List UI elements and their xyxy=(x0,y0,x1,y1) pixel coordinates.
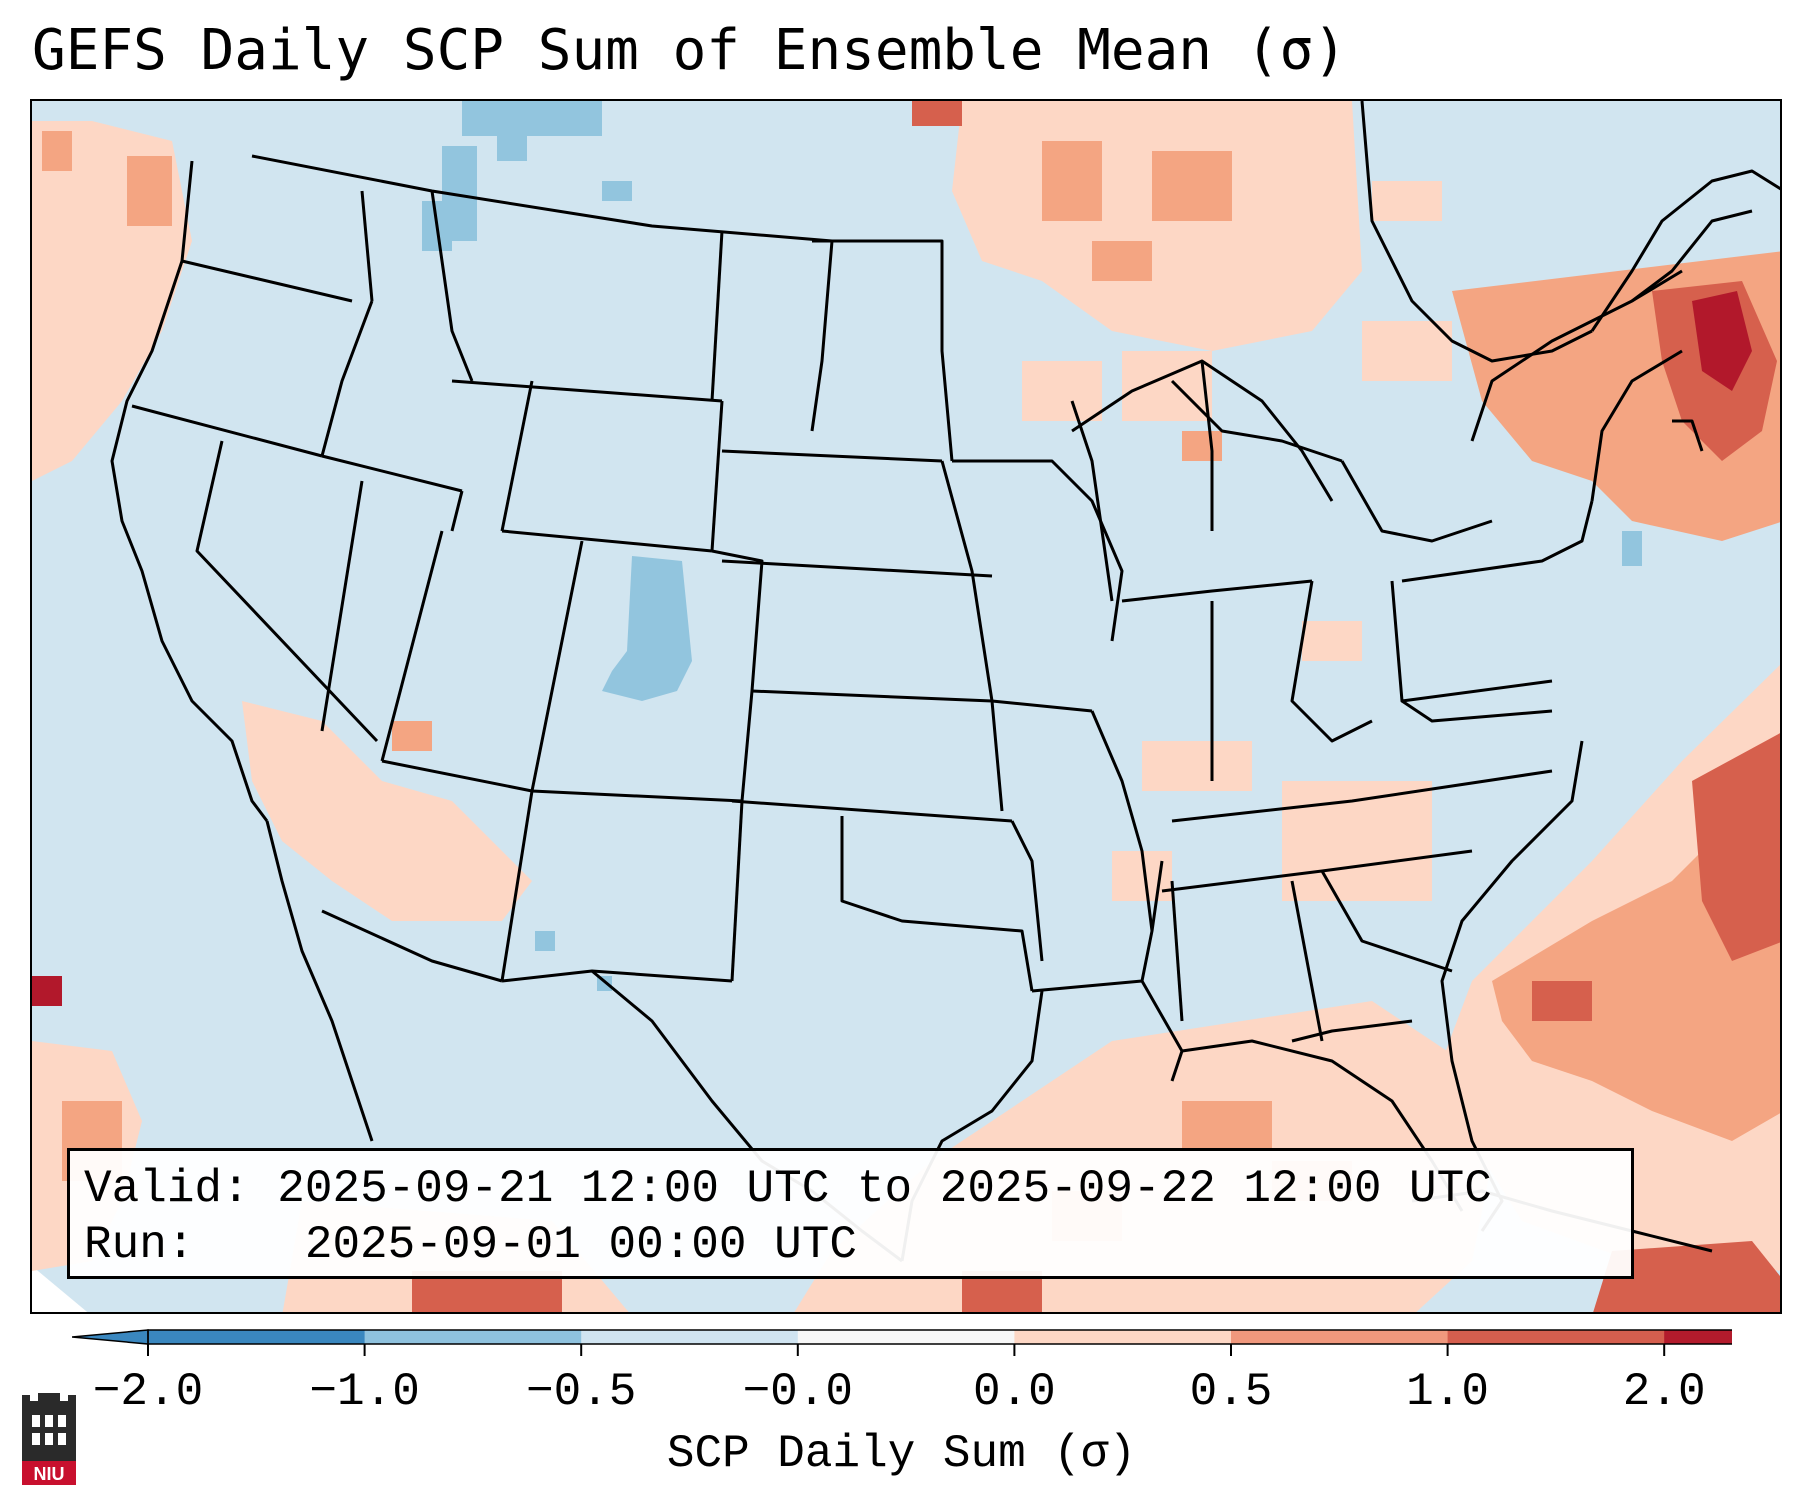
valid-label: Valid: xyxy=(84,1163,250,1215)
colorbar-tick-label: 0.5 xyxy=(1189,1366,1273,1418)
colorbar-segment xyxy=(581,1330,799,1344)
colorbar xyxy=(72,1329,1732,1356)
colorbar-tick-label: 2.0 xyxy=(1622,1366,1706,1418)
colorbar-tick-label: −1.0 xyxy=(309,1366,420,1418)
colorbar-segment xyxy=(1014,1330,1232,1344)
run-line: Run: 2025-09-01 00:00 UTC xyxy=(84,1217,1617,1273)
logo-text: NIU xyxy=(34,1464,65,1484)
colorbar-segment xyxy=(1447,1330,1665,1344)
colorbar-segment xyxy=(1231,1330,1449,1344)
valid-line: Valid: 2025-09-21 12:00 UTC to 2025-09-2… xyxy=(84,1161,1617,1217)
colorbar-label: SCP Daily Sum (σ) xyxy=(666,1428,1137,1480)
valid-run-info-box: Valid: 2025-09-21 12:00 UTC to 2025-09-2… xyxy=(67,1148,1634,1279)
colorbar-tick-label: 1.0 xyxy=(1406,1366,1489,1418)
chart-title: GEFS Daily SCP Sum of Ensemble Mean (σ) xyxy=(32,18,1347,83)
map-panel xyxy=(30,99,1782,1314)
colorbar-tick-label: −0.5 xyxy=(525,1366,637,1418)
state-boundaries xyxy=(110,101,1780,1263)
colorbar-segment xyxy=(364,1330,582,1344)
run-value: 2025-09-01 00:00 UTC xyxy=(304,1219,857,1271)
colorbar-extend-min xyxy=(72,1329,149,1345)
valid-value: 2025-09-21 12:00 UTC to 2025-09-22 12:00… xyxy=(277,1163,1492,1215)
run-label: Run: xyxy=(84,1219,195,1271)
colorbar-tick-label: −2.0 xyxy=(92,1366,204,1418)
map-canvas xyxy=(32,101,1780,1312)
colorbar-segment xyxy=(797,1330,1015,1344)
colorbar-tick-label: 0.0 xyxy=(972,1366,1056,1418)
outside-projection-left xyxy=(32,1266,88,1312)
colorbar-segment xyxy=(148,1330,366,1344)
niu-logo: NIU xyxy=(22,1393,76,1485)
colorbar-tick-label: −0.0 xyxy=(742,1366,853,1418)
colorbar-segment xyxy=(1664,1330,1732,1344)
